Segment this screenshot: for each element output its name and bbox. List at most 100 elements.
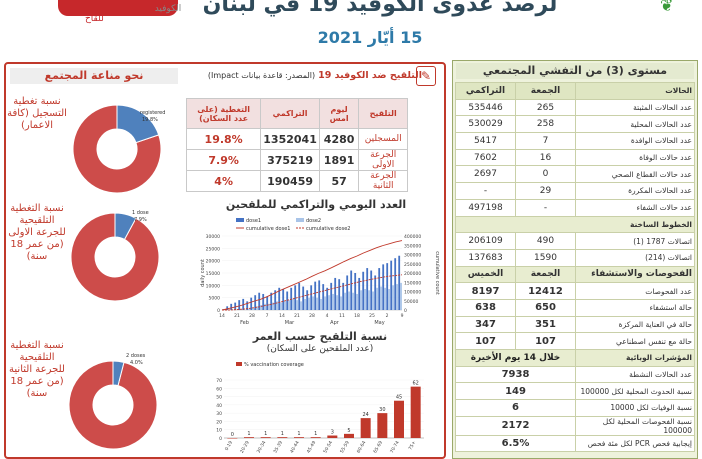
y-tick-label: 70 [216, 378, 222, 384]
dose1-bar [262, 293, 265, 310]
table-row: عدد حالات القطاع الصحي 0 2697 [455, 165, 695, 184]
dose2-bar [256, 306, 258, 310]
dose1-bar [350, 270, 353, 310]
dose2-bar [372, 291, 374, 310]
age-coverage-bar [410, 386, 421, 438]
x-tick-label: 50-54 [322, 440, 334, 454]
dose1-bar [226, 306, 229, 310]
y-tick-label: 60 [216, 386, 222, 392]
month-label: Feb [240, 320, 249, 326]
donut-dose2-label: نسبة التغطية التلقيحية للجرعة الثانية (م… [9, 340, 65, 399]
row-value: 6 [455, 399, 576, 417]
row-label: عدد حالات الشفاء [575, 198, 695, 217]
legend-swatch [236, 218, 244, 222]
row-value: 29 [515, 182, 576, 200]
donut-remaining-slice [68, 360, 158, 450]
row-value: 650 [515, 298, 576, 317]
row-value: 5417 [455, 132, 516, 150]
vaccination-source: (المصدر: قاعدة بيانات Impact) [207, 71, 316, 80]
dose1-bar [326, 287, 329, 310]
table-row: حالة في العناية المركزة 351 347 [455, 315, 695, 334]
row-day: 57 [318, 170, 360, 192]
row-value: 265 [515, 98, 576, 117]
age-coverage-bar [310, 437, 321, 438]
dose1-bar [258, 292, 261, 310]
donut-dose2-chart: 2 doses 4.0% [68, 353, 158, 450]
age-coverage-chart: % vaccination coverage01020304050607000-… [216, 362, 424, 454]
month-label: May [374, 320, 384, 326]
dose2-bar [360, 290, 362, 310]
donut-registered-slice-label: registered [140, 110, 165, 116]
vaccination-title: التلقيح ضد الكوفيد 19 [318, 70, 422, 81]
row-value: 2172 [455, 415, 576, 436]
table-row: اتصالات (214) 1590 137683 [455, 248, 695, 267]
x-tick-label: 20-29 [239, 440, 251, 454]
dose1-bar [334, 277, 337, 310]
row-value: 535446 [455, 98, 516, 117]
bar-value-label: 1 [297, 431, 300, 437]
dose2-bar [352, 292, 354, 310]
legend-label: dose2 [306, 218, 321, 224]
x-tick-label: 35-39 [272, 440, 284, 454]
dose1-bar [286, 291, 289, 310]
donut-dose1-slice-label: 1 dose [132, 210, 149, 216]
x-tick-label: 75+ [407, 440, 417, 451]
dose2-bar [312, 296, 314, 310]
dose1-bar [362, 271, 365, 310]
x-tick-label: 55-59 [339, 440, 351, 454]
row-value: 497198 [455, 198, 516, 217]
dose2-bar [268, 303, 270, 310]
row-cov: 4% [185, 170, 262, 192]
row-cum: 1352041 [260, 128, 320, 150]
table-row: عدد الحالات الوافدة 7 5417 [455, 132, 695, 150]
row-value: 7602 [455, 148, 516, 167]
row-value: 638 [455, 298, 516, 317]
dose1-bar [358, 277, 361, 310]
dose2-bar [264, 303, 266, 310]
col-header-cumulative: التراكمي [455, 82, 516, 100]
donut-registered-slice-pct: 19.8% [142, 117, 158, 123]
dose2-bar [384, 287, 386, 310]
y-tick-label: 20 [216, 419, 222, 425]
month-label: Mar [285, 320, 295, 326]
age-coverage-bar [377, 413, 388, 438]
dose2-bar [284, 301, 286, 310]
dose2-bar [396, 284, 398, 310]
row-value: 107 [455, 332, 516, 350]
x-tick-label: 11 [339, 313, 345, 319]
syringe-icon: ✎ [416, 66, 436, 86]
donut-remaining-slice [70, 212, 160, 302]
row-label: الجرعة الاولى [358, 149, 408, 171]
dose1-bar [314, 281, 317, 310]
row-value: 137683 [455, 248, 516, 267]
bar-value-label: 1 [314, 431, 317, 437]
x-tick-label: 21 [234, 313, 240, 319]
y2-tick-label: 400000 [404, 234, 421, 240]
x-tick-label: 7 [266, 313, 269, 319]
dose1-bar [342, 282, 345, 310]
row-value: - [515, 198, 576, 217]
row-value: 206109 [455, 232, 516, 250]
row-value: 530029 [455, 115, 516, 134]
table-row: عدد حالات الوفاة 16 7602 [455, 148, 695, 167]
hotlines-header: الخطوط الساخنة [455, 215, 695, 234]
tests-col-friday: الجمعة [515, 265, 576, 284]
age-coverage-bar [327, 435, 338, 438]
dose2-bar [332, 293, 334, 310]
row-cov: 19.8% [185, 128, 262, 150]
dose2-bar [368, 290, 370, 310]
x-tick-label: 28 [309, 313, 315, 319]
age-coverage-bar [227, 438, 238, 439]
dose1-bar [338, 279, 341, 310]
bar-value-label: 45 [396, 395, 402, 401]
row-day: 1891 [318, 149, 360, 171]
dose1-bar [330, 282, 333, 310]
x-tick-label: 9 [401, 313, 404, 319]
tests-col-thursday: الخميس [455, 265, 516, 284]
dose2-bar [336, 295, 338, 310]
dose2-bar [400, 282, 402, 310]
row-value: 16 [515, 148, 576, 167]
table-row: الجرعة الثانية 57 190459 4% [185, 170, 408, 192]
row-label: عدد حالات الوفاة [575, 148, 695, 167]
row-day: 4280 [318, 128, 360, 150]
